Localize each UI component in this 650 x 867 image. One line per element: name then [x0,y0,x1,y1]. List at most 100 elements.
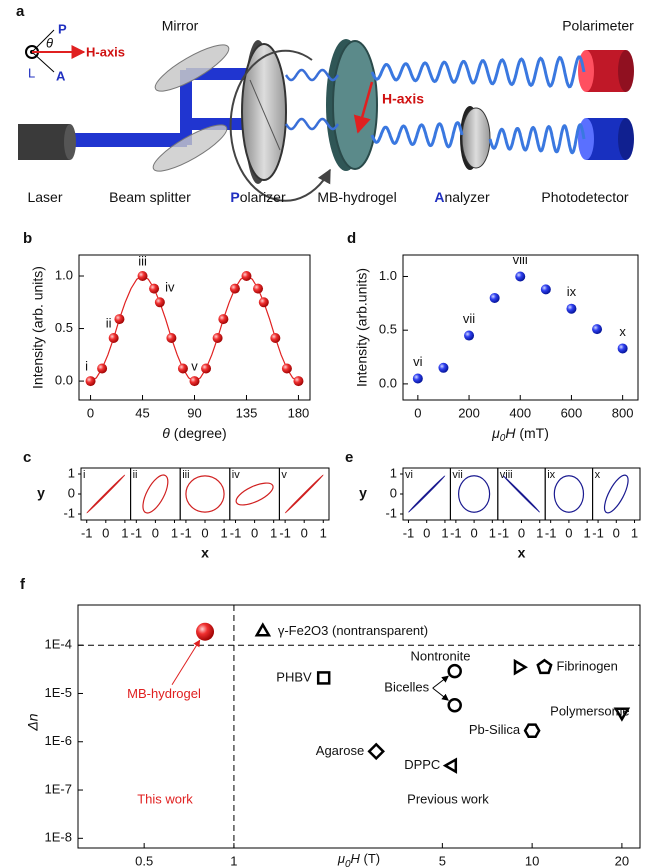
y-tick-label: 1E-6 [45,733,72,748]
laser [18,124,70,160]
x-axis-label-part: H [351,851,361,866]
y-tick-label: 1 [390,465,397,480]
x-axis-label-part: θ [162,425,170,441]
x-tick-label: 0 [518,525,525,540]
data-point [85,376,96,387]
data-point [613,707,631,722]
x-tick-label: 1 [121,525,128,540]
panel-label: f [20,576,26,593]
data-point [229,283,240,294]
x-axis-label-part: H [505,425,516,441]
pointer-arrow [432,687,449,701]
light-wave [370,55,586,89]
legend-label: DPPC [404,757,440,772]
p-label: P [58,21,67,36]
x-tick-label: 1 [584,525,591,540]
legend-label: Fibrinogen [556,659,617,674]
data-point [177,363,188,374]
y-axis-label: Intensity (arb. units) [30,266,46,389]
x-tick-label: -1 [279,525,291,540]
data-point [137,271,148,282]
x-tick-label: -1 [545,525,557,540]
polarimeter-end [618,50,634,92]
y-tick-label: 0 [68,485,75,500]
legend-label: Agarose [316,743,364,758]
x-tick-label: 0 [251,525,258,540]
h-axis-label: H-axis [382,91,424,107]
schematic: a P θ H-axis L A Mirror Polarimeter H-ax… [16,3,634,202]
data-point [540,284,551,295]
x-tick-label: 800 [612,405,634,420]
polarization-ellipse [502,475,541,513]
x-tick-label: 1 [489,525,496,540]
component-label-part: Laser [27,189,62,205]
legend-label: Pb-Silica [469,722,521,737]
component-label-part: MB-hydrogel [317,189,396,205]
component-label-part: Beam splitter [109,189,191,205]
data-point [513,658,528,676]
x-tick-label: 0 [423,525,430,540]
polarization-ellipse [553,475,585,513]
region-note: This work [137,791,193,806]
y-axis-label: Δn [25,713,41,731]
data-point [97,363,108,374]
y-tick-label: 0.0 [379,375,397,390]
point-annotation: i [85,359,88,374]
polarization-ellipse [142,474,169,514]
x-tick-label: 1 [230,853,237,867]
x-tick-label: 0 [414,405,421,420]
x-tick-label: 90 [187,405,201,420]
polarization-ellipse [284,474,324,514]
data-point [536,658,553,675]
x-tick-label: -1 [497,525,509,540]
x-axis-label: θ (degree) [162,425,226,441]
data-point [166,333,177,344]
data-point [447,663,462,679]
x-axis-label-part: (mT) [515,425,548,441]
a-label: A [56,68,66,83]
y-tick-label: 1E-8 [45,830,72,845]
data-point [149,283,160,294]
light-wave [370,121,464,149]
x-tick-label: 0 [87,405,94,420]
data-point [464,330,475,341]
y-axis-label: y [359,485,367,501]
data-point [566,303,577,314]
y-axis-label: Intensity (arb.units) [354,268,370,387]
x-tick-label: 5 [439,853,446,867]
x-tick-label: 1 [220,525,227,540]
data-point [523,723,541,738]
point-annotation: v [191,359,198,374]
x-tick-label: 600 [561,405,583,420]
polarimeter-label: Polarimeter [562,18,634,34]
component-label: Beam splitter [109,189,191,205]
point-annotation: ix [567,284,577,299]
panel-label: a [16,3,25,20]
pointer-arrow [432,675,449,689]
data-point [367,742,385,761]
point-annotation: x [619,324,626,339]
panel-tag: x [595,469,601,481]
polarization-ellipse [235,482,274,506]
legend-label: γ-Fe2O3 (nontransparent) [278,623,428,638]
panel-label: d [347,230,356,247]
x-tick-label: 400 [509,405,531,420]
x-tick-label: 1 [536,525,543,540]
data-point [189,376,200,387]
y-tick-label: 1E-7 [45,781,72,796]
data-point [438,362,449,373]
x-tick-label: 0 [201,525,208,540]
theta-label: θ [46,35,53,50]
x-axis-label: x [201,545,209,561]
pointer-arrow [171,639,201,685]
data-point [293,376,304,387]
panel-label: c [23,449,31,466]
x-tick-label: 180 [288,405,310,420]
data-point [442,757,458,774]
data-point [258,297,269,308]
x-tick-label: -1 [81,525,93,540]
x-tick-label: 0 [470,525,477,540]
panel-tag: v [281,469,287,481]
y-tick-label: 1 [68,465,75,480]
rotation-arrow [229,49,331,202]
